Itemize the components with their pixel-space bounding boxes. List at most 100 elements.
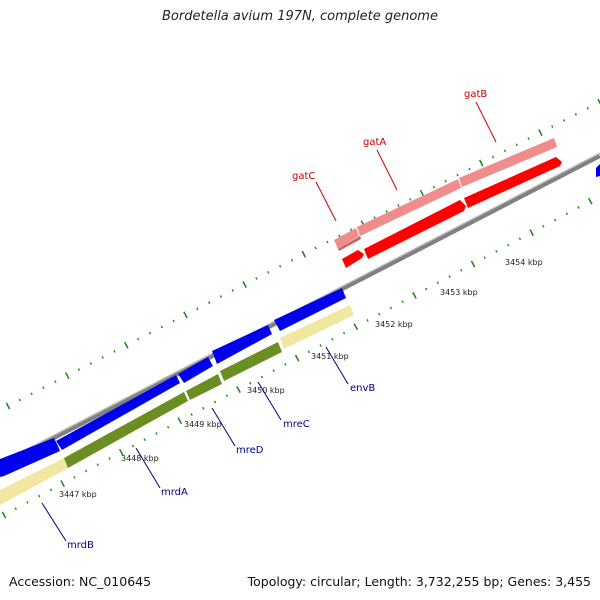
reverse-feature-track bbox=[0, 305, 354, 505]
major-tick bbox=[60, 480, 66, 488]
reverse-light-feature bbox=[280, 305, 354, 349]
reverse-green-feature bbox=[220, 342, 282, 381]
minor-tick bbox=[448, 275, 451, 278]
minor-tick bbox=[26, 501, 29, 504]
scale-label: 3448 kbp bbox=[121, 454, 159, 463]
forward-light-track bbox=[334, 138, 557, 251]
leader-line bbox=[41, 502, 67, 542]
minor-tick bbox=[586, 106, 589, 110]
minor-tick bbox=[172, 319, 175, 323]
scale-label: 3447 kbp bbox=[59, 490, 97, 499]
minor-tick bbox=[338, 234, 341, 238]
reverse-cds-track bbox=[0, 288, 346, 477]
scale-label: 3450 kbp bbox=[247, 386, 285, 395]
minor-tick bbox=[260, 375, 264, 379]
leader-line bbox=[325, 346, 349, 385]
gene-label-mrdA: mrdA bbox=[161, 487, 188, 498]
minor-tick bbox=[542, 224, 545, 228]
major-tick bbox=[183, 311, 188, 319]
scale-label: 3451 kbp bbox=[311, 352, 349, 361]
minor-tick bbox=[73, 475, 76, 479]
minor-tick bbox=[255, 276, 258, 280]
minor-tick bbox=[49, 488, 53, 492]
minor-tick bbox=[468, 167, 471, 171]
reverse-light-feature bbox=[0, 458, 68, 505]
major-tick bbox=[538, 129, 543, 137]
accession-text: Accession: NC_010645 bbox=[9, 574, 152, 589]
minor-tick bbox=[37, 494, 41, 498]
inner-tick-ring bbox=[1, 197, 593, 519]
minor-tick bbox=[278, 264, 282, 268]
scale-labels: 3447 kbp 3448 kbp 3449 kbp 3450 kbp 3451… bbox=[59, 258, 543, 499]
scale-label: 3449 kbp bbox=[184, 420, 222, 429]
major-tick bbox=[118, 448, 124, 456]
minor-tick bbox=[113, 349, 116, 353]
minor-tick bbox=[231, 289, 234, 292]
minor-tick bbox=[562, 119, 566, 122]
minor-tick bbox=[213, 400, 217, 404]
major-tick bbox=[301, 250, 307, 258]
major-tick bbox=[353, 323, 359, 331]
reverse-gene-labels: mrdB mrdA mreD mreC envB bbox=[41, 346, 375, 551]
major-tick bbox=[294, 354, 300, 362]
gene-label-gatA: gatA bbox=[363, 137, 386, 148]
leader-line bbox=[376, 149, 398, 191]
minor-tick bbox=[30, 392, 33, 396]
forward-cds-arrow bbox=[342, 250, 364, 268]
forward-light-feature bbox=[334, 228, 359, 249]
reverse-cds-arrow bbox=[56, 375, 180, 450]
minor-tick bbox=[42, 386, 45, 390]
major-tick bbox=[529, 229, 535, 237]
minor-tick bbox=[342, 331, 346, 335]
leader-line bbox=[135, 447, 161, 489]
minor-tick bbox=[131, 444, 135, 448]
minor-tick bbox=[483, 256, 486, 260]
minor-tick bbox=[460, 268, 463, 272]
minor-tick bbox=[196, 307, 199, 311]
forward-cds-track bbox=[342, 157, 562, 268]
major-tick bbox=[236, 386, 241, 393]
minor-tick bbox=[397, 204, 400, 207]
minor-tick bbox=[155, 432, 158, 435]
major-tick bbox=[64, 372, 70, 380]
minor-tick bbox=[148, 331, 152, 335]
minor-tick bbox=[18, 398, 22, 402]
minor-tick bbox=[96, 463, 100, 467]
minor-tick bbox=[515, 143, 518, 147]
minor-tick bbox=[456, 173, 459, 177]
gene-label-gatB: gatB bbox=[464, 89, 487, 100]
minor-tick bbox=[307, 350, 311, 354]
gene-label-mreD: mreD bbox=[236, 445, 264, 456]
minor-tick bbox=[160, 325, 164, 329]
leader-line bbox=[315, 181, 337, 222]
minor-tick bbox=[409, 198, 412, 201]
major-tick bbox=[123, 341, 129, 349]
minor-tick bbox=[565, 212, 569, 216]
forward-light-feature bbox=[459, 138, 557, 187]
minor-tick bbox=[272, 369, 275, 373]
reverse-green-feature bbox=[186, 374, 222, 400]
minor-tick bbox=[143, 438, 146, 442]
leader-line bbox=[257, 381, 282, 421]
major-tick bbox=[242, 281, 247, 288]
outer-tick-ring bbox=[5, 98, 600, 410]
minor-tick bbox=[84, 469, 88, 473]
gene-label-envB: envB bbox=[350, 383, 375, 394]
major-tick bbox=[478, 159, 484, 167]
major-tick bbox=[412, 291, 417, 299]
minor-tick bbox=[378, 312, 381, 316]
reverse-cds-arrow bbox=[178, 357, 213, 383]
genome-summary-text: Topology: circular; Length: 3,732,255 bp… bbox=[247, 574, 591, 589]
minor-tick bbox=[89, 362, 93, 365]
reverse-green-feature bbox=[64, 392, 188, 468]
minor-tick bbox=[190, 413, 193, 416]
minor-tick bbox=[77, 368, 81, 371]
reverse-cds-arrow bbox=[0, 438, 60, 477]
major-tick bbox=[470, 260, 476, 268]
minor-tick bbox=[373, 216, 376, 220]
major-tick bbox=[177, 417, 183, 425]
minor-tick bbox=[385, 210, 388, 213]
forward-light-feature-shadow bbox=[338, 236, 361, 251]
gene-label-gatC: gatC bbox=[292, 171, 315, 182]
